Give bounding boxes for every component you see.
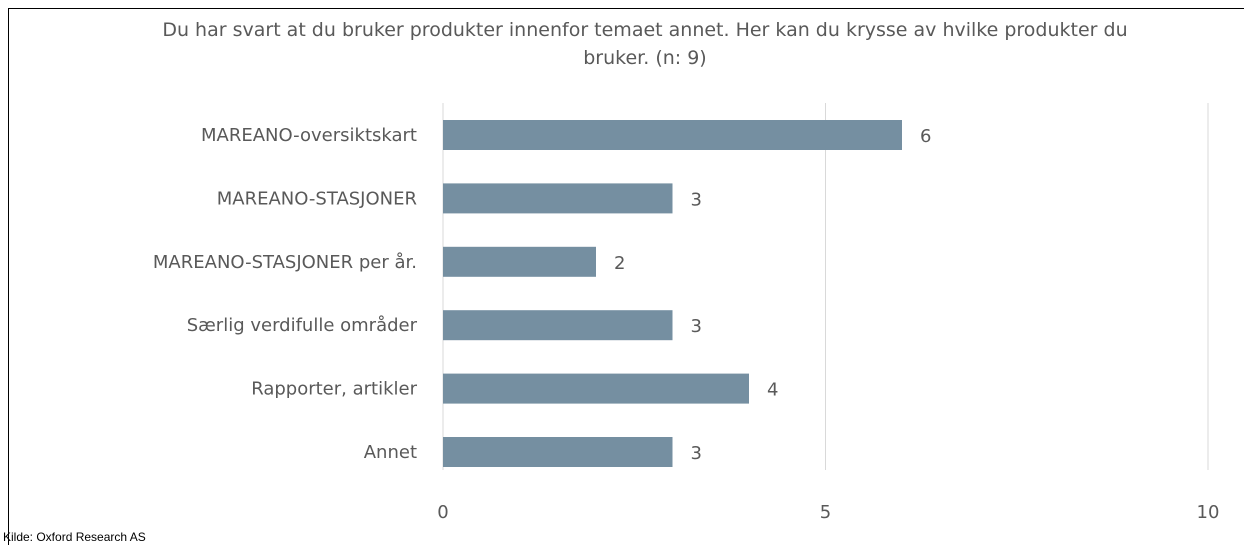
y-tick-label: Annet	[364, 442, 417, 463]
data-label: 3	[691, 443, 702, 464]
y-tick-label: Rapporter, artikler	[251, 379, 417, 400]
data-label: 3	[691, 189, 702, 210]
bar	[443, 310, 673, 341]
data-label: 4	[767, 380, 778, 401]
y-tick-label: MAREANO-STASJONER	[217, 188, 417, 209]
bar	[443, 437, 673, 467]
chart-title: Du har svart at du bruker produkter inne…	[162, 19, 1128, 69]
bar	[443, 183, 673, 214]
bar	[443, 373, 749, 404]
y-tick-label: Særlig verdifulle områder	[187, 315, 418, 336]
data-label: 6	[920, 126, 931, 147]
x-tick-label: 0	[437, 502, 448, 523]
data-label: 2	[614, 253, 625, 274]
bar	[443, 246, 596, 277]
x-tick-label: 10	[1197, 502, 1220, 523]
data-label: 3	[691, 316, 702, 337]
source-note: Kilde: Oxford Research AS	[3, 530, 146, 544]
bar	[443, 120, 902, 150]
y-tick-label: MAREANO-STASJONER per år.	[153, 252, 417, 273]
x-tick-label: 5	[820, 502, 831, 523]
y-tick-label: MAREANO-oversiktskart	[201, 125, 417, 146]
